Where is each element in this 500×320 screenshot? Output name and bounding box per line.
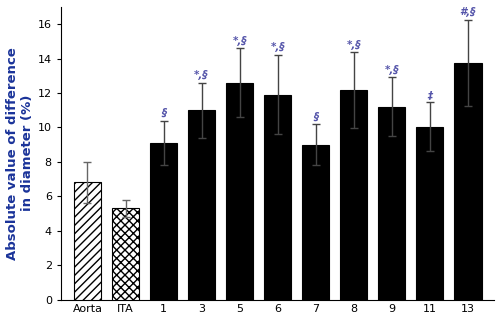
Bar — [150, 143, 178, 300]
Bar — [454, 63, 481, 300]
Bar — [264, 95, 291, 300]
Y-axis label: Absolute value of difference
in diameter (%): Absolute value of difference in diameter… — [6, 47, 34, 260]
Text: ‡: ‡ — [427, 90, 432, 100]
Bar — [74, 182, 101, 300]
Text: #,§: #,§ — [460, 7, 476, 17]
Bar — [188, 110, 216, 300]
Bar — [302, 145, 330, 300]
Bar — [378, 107, 406, 300]
Text: *,§: *,§ — [194, 70, 209, 80]
Text: *,§: *,§ — [384, 65, 399, 75]
Text: *,§: *,§ — [270, 43, 285, 52]
Bar — [226, 83, 254, 300]
Bar — [416, 126, 444, 300]
Text: §: § — [161, 108, 166, 118]
Text: §: § — [313, 111, 318, 121]
Text: *,§: *,§ — [232, 36, 247, 46]
Text: *,§: *,§ — [346, 40, 361, 50]
Bar — [340, 90, 367, 300]
Bar — [112, 208, 139, 300]
